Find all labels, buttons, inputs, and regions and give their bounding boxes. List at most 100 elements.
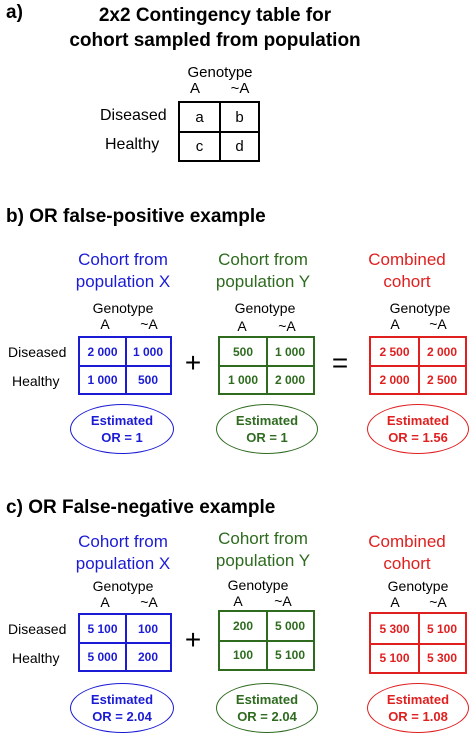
section-c-plus-sign: + <box>184 624 202 655</box>
estimate-value: OR = 1.56 <box>388 430 448 445</box>
section-a-title-line2: cohort sampled from population <box>69 30 361 51</box>
section-b-combined-table: 2 500 2 000 2 000 2 500 <box>369 336 467 395</box>
section-a-genotype-label: Genotype <box>187 64 253 81</box>
section-b-cohort-y-col-a: A <box>237 318 247 334</box>
table-divider-horizontal <box>180 131 258 133</box>
table-cell: 500 <box>232 344 254 359</box>
table-divider-horizontal <box>371 365 465 367</box>
table-cell-b: b <box>235 108 244 126</box>
section-c-cohort-y-genotype: Genotype <box>227 577 289 593</box>
table-cell: 2 000 <box>274 372 306 387</box>
section-c-letter: c) <box>6 497 23 518</box>
table-cell: 1 000 <box>227 372 259 387</box>
estimate-label: Estimated <box>90 413 154 428</box>
section-b-combined-col-nota: ~A <box>429 316 447 332</box>
section-c-combined-table: 5 300 5 100 5 100 5 300 <box>369 612 467 674</box>
section-c-cohort-x-genotype: Genotype <box>92 578 154 594</box>
table-cell: 5 300 <box>379 621 410 636</box>
table-cell: 500 <box>137 372 159 387</box>
section-c-cohort-y-title: Cohort from population Y <box>208 528 318 572</box>
section-c-cohort-y-table: 200 5 000 100 5 100 <box>218 610 315 671</box>
cohort-title-line1: Combined <box>368 250 446 269</box>
section-b-plus-sign: + <box>184 347 202 378</box>
section-a-letter: a) <box>6 2 23 23</box>
estimate-value: OR = 1 <box>101 430 143 445</box>
section-c-cohort-x-col-nota: ~A <box>140 594 158 610</box>
section-a-contingency-table: a b c d <box>178 101 260 162</box>
table-cell: 2 000 <box>426 344 458 359</box>
cohort-title-line1: Combined <box>368 532 446 551</box>
section-b-cohort-x-genotype: Genotype <box>92 300 154 316</box>
table-cell: 100 <box>232 648 254 662</box>
estimate-value: OR = 2.04 <box>237 709 297 724</box>
section-b-cohort-y-genotype: Genotype <box>234 300 296 316</box>
estimate-label: Estimated <box>90 692 154 707</box>
table-divider-horizontal <box>80 642 170 644</box>
section-b-cohort-y-title: Cohort from population Y <box>208 249 318 293</box>
section-b-cohort-x-col-nota: ~A <box>140 316 158 332</box>
table-divider-horizontal <box>220 640 313 642</box>
table-cell: 1 000 <box>274 344 306 359</box>
table-cell: 5 100 <box>274 648 306 662</box>
estimate-label: Estimated <box>235 413 299 428</box>
cohort-title-line2: population X <box>75 272 171 291</box>
table-cell: 5 100 <box>426 621 458 636</box>
section-c-combined-col-a: A <box>390 594 400 610</box>
table-cell: 2 500 <box>379 344 410 359</box>
table-cell: 2 500 <box>426 372 458 387</box>
table-cell: 5 000 <box>274 619 306 633</box>
section-b-cohort-x-title: Cohort from population X <box>68 249 178 293</box>
section-b-cohort-x-table: 2 000 1 000 1 000 500 <box>78 336 172 395</box>
section-c-row-healthy: Healthy <box>12 650 60 666</box>
cohort-title-line1: Cohort from <box>78 250 168 269</box>
table-cell-a: a <box>195 108 204 126</box>
table-cell-c: c <box>195 138 204 155</box>
section-b-title: OR false-positive example <box>29 206 266 227</box>
section-b-cohort-x-estimate: Estimated OR = 1 <box>70 404 174 454</box>
cohort-title-line2: population Y <box>215 272 311 291</box>
table-cell: 5 000 <box>87 649 118 664</box>
estimate-value: OR = 2.04 <box>92 709 152 724</box>
section-c-cohort-x-col-a: A <box>100 594 110 610</box>
section-c-combined-estimate: Estimated OR = 1.08 <box>367 683 469 733</box>
table-cell: 5 100 <box>87 621 118 636</box>
cohort-title-line2: population X <box>75 554 171 573</box>
section-c-cohort-y-col-a: A <box>233 593 243 609</box>
section-c-combined-title: Combined cohort <box>360 531 454 575</box>
section-b-cohort-y-table: 500 1 000 1 000 2 000 <box>218 336 315 395</box>
estimate-label: Estimated <box>386 692 450 707</box>
cohort-title-line1: Cohort from <box>218 250 308 269</box>
table-cell: 1 000 <box>132 344 164 359</box>
table-divider-horizontal <box>371 643 465 645</box>
table-cell: 5 100 <box>379 651 410 665</box>
section-b-cohort-x-col-a: A <box>100 316 110 332</box>
section-a-title: 2x2 Contingency table for cohort sampled… <box>45 3 385 53</box>
section-c-row-diseased: Diseased <box>8 621 67 637</box>
section-a-col-a: A <box>189 80 200 97</box>
section-b-row-healthy: Healthy <box>12 373 60 389</box>
table-cell: 100 <box>137 621 159 636</box>
cohort-title-line2: cohort <box>383 554 431 573</box>
section-a-title-line1: 2x2 Contingency table for <box>98 5 332 26</box>
section-c-combined-col-nota: ~A <box>429 594 447 610</box>
section-c-cohort-y-estimate: Estimated OR = 2.04 <box>216 683 318 733</box>
estimate-value: OR = 1.08 <box>388 709 448 724</box>
table-cell: 2 000 <box>87 344 118 359</box>
table-cell: 2 000 <box>379 372 410 387</box>
section-c-cohort-y-col-nota: ~A <box>274 593 292 609</box>
section-b-row-diseased: Diseased <box>8 344 67 360</box>
section-a-row-healthy: Healthy <box>105 136 160 153</box>
cohort-title-line2: cohort <box>383 272 431 291</box>
section-c-heading: c) OR False-negative example <box>6 497 275 519</box>
cohort-title-line1: Cohort from <box>78 532 168 551</box>
table-divider-horizontal <box>220 365 313 367</box>
section-c-cohort-x-estimate: Estimated OR = 2.04 <box>70 683 174 733</box>
estimate-value: OR = 1 <box>246 430 288 445</box>
section-b-letter: b) <box>6 206 24 227</box>
cohort-title-line1: Cohort from <box>218 529 308 548</box>
section-c-cohort-x-table: 5 100 100 5 000 200 <box>78 613 172 672</box>
estimate-label: Estimated <box>235 692 299 707</box>
cohort-title-line2: population Y <box>215 551 311 570</box>
section-b-combined-col-a: A <box>390 316 400 332</box>
table-divider-horizontal <box>80 365 170 367</box>
